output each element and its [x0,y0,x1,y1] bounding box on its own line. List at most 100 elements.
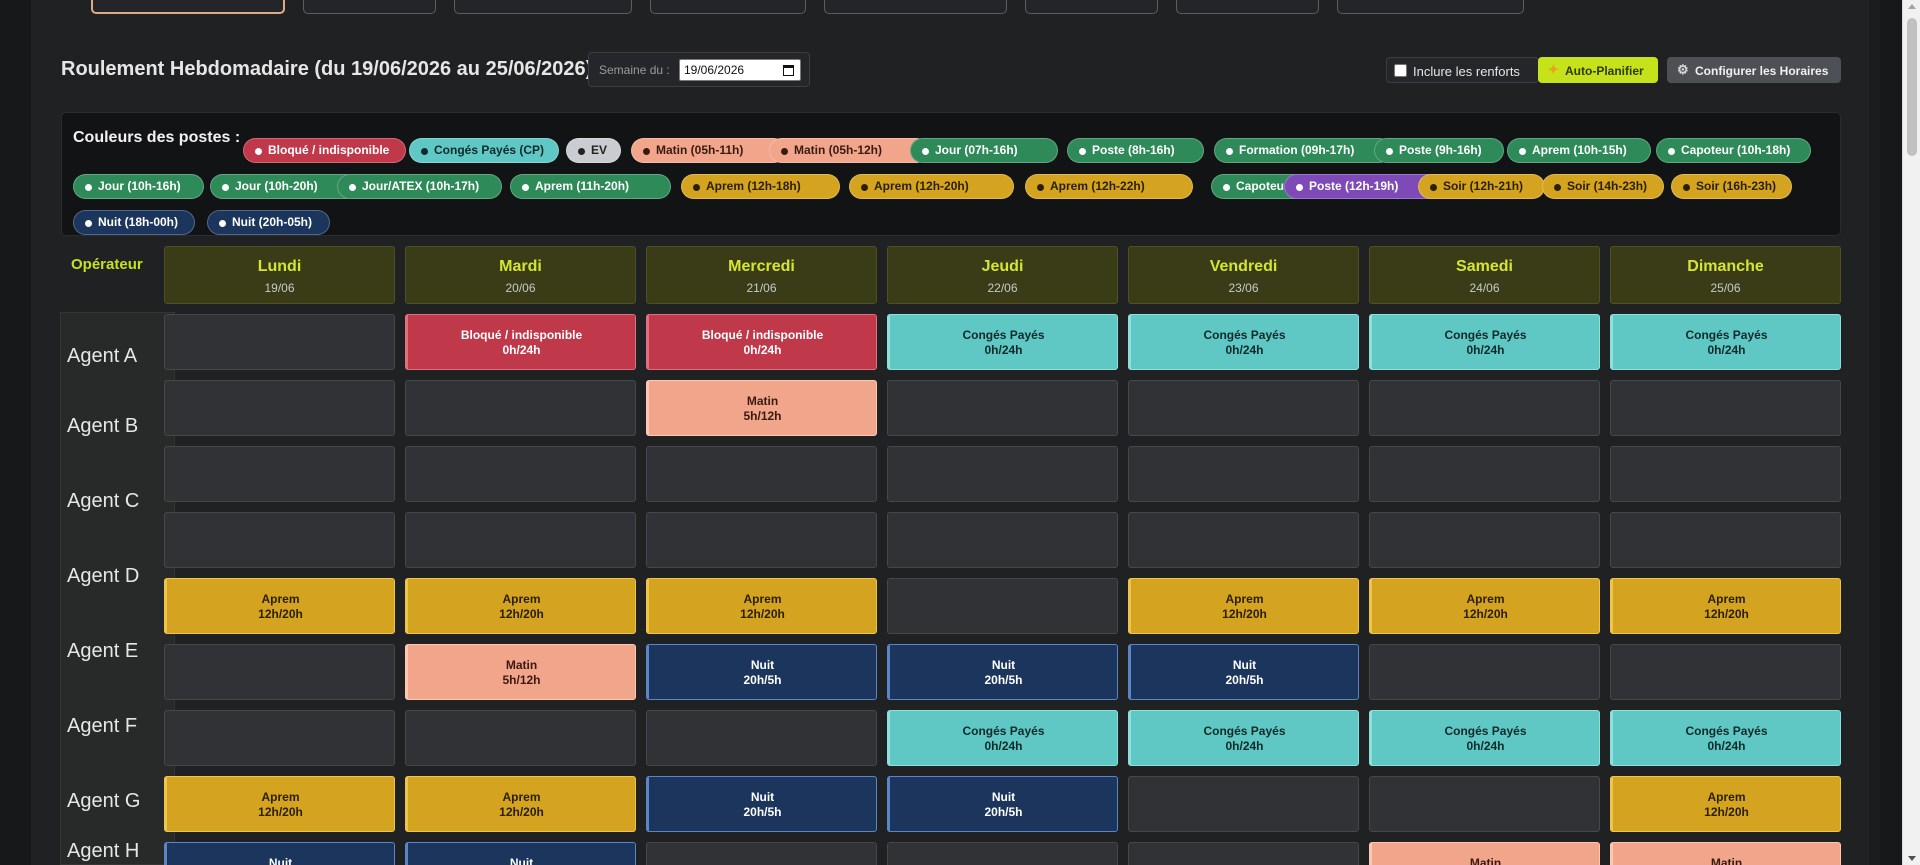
shift-hours: 0h/24h [743,343,782,357]
legend-pill-label: Soir (16h-23h) [1696,179,1777,193]
include-renforts-toggle[interactable]: Inclure les renforts [1386,57,1539,83]
schedule-cell[interactable]: Nuit 20h/5h [646,776,877,832]
schedule-cell[interactable] [1128,446,1359,502]
schedule-cell[interactable] [164,710,395,766]
include-renforts-checkbox[interactable] [1394,64,1407,77]
day-header: Dimanche 25/06 [1610,246,1841,304]
scroll-up-arrow-icon[interactable] [1908,4,1916,9]
schedule-cell[interactable]: Aprem 12h/20h [646,578,877,634]
day-date: 22/06 [987,281,1018,295]
calendar-icon[interactable] [783,65,794,76]
scroll-down-arrow-icon[interactable] [1908,856,1916,861]
legend-pill: Nuit (18h-00h) [73,210,195,235]
schedule-cell[interactable] [1369,380,1600,436]
schedule-cell[interactable] [887,578,1118,634]
legend-pill-label: Formation (09h-17h) [1239,143,1355,157]
top-field-8[interactable] [1337,0,1524,14]
vertical-scrollbar[interactable] [1902,0,1920,865]
legend-pill-label: Aprem (12h-18h) [706,179,801,193]
top-field-1[interactable] [91,0,285,14]
schedule-cell[interactable] [164,380,395,436]
schedule-cell[interactable] [1610,446,1841,502]
schedule-cell[interactable]: Congés Payés 0h/24h [1128,710,1359,766]
schedule-cell[interactable] [646,842,877,865]
schedule-cell[interactable] [1610,644,1841,700]
schedule-cell[interactable] [646,446,877,502]
schedule-cell[interactable] [887,512,1118,568]
schedule-cell[interactable]: Matin [1610,842,1841,865]
day-name: Dimanche [1687,258,1764,275]
week-label: Semaine du : [599,63,670,77]
schedule-cell[interactable]: Aprem 12h/20h [405,578,636,634]
top-field-3[interactable] [454,0,632,14]
schedule-cell[interactable] [164,446,395,502]
schedule-cell[interactable] [1128,776,1359,832]
legend-pill: Soir (12h-21h) [1418,174,1545,199]
schedule-cell[interactable]: Aprem 12h/20h [1128,578,1359,634]
schedule-cell[interactable] [164,314,395,370]
schedule-cell[interactable] [1369,512,1600,568]
schedule-cell[interactable]: Congés Payés 0h/24h [1610,314,1841,370]
schedule-cell[interactable] [1369,776,1600,832]
schedule-cell[interactable] [405,512,636,568]
schedule-cell[interactable] [1128,842,1359,865]
schedule-cell[interactable]: Congés Payés 0h/24h [1369,314,1600,370]
gear-icon: ⚙ [1677,62,1689,77]
schedule-cell[interactable] [1128,380,1359,436]
schedule-cell[interactable]: Matin 5h/12h [646,380,877,436]
schedule-cell[interactable]: Congés Payés 0h/24h [1610,710,1841,766]
schedule-cell[interactable] [1610,380,1841,436]
scroll-thumb[interactable] [1907,18,1917,156]
top-field-2[interactable] [303,0,436,14]
schedule-cell[interactable]: Aprem 12h/20h [1610,578,1841,634]
schedule-cell[interactable] [164,512,395,568]
schedule-cell[interactable] [887,842,1118,865]
schedule-cell[interactable]: Nuit 20h/5h [887,644,1118,700]
shift-name: Nuit [509,856,534,865]
week-date-input[interactable]: 19/06/2026 [679,59,801,81]
schedule-cell[interactable]: Nuit 20h/5h [1128,644,1359,700]
schedule-cell[interactable] [887,446,1118,502]
schedule-cell[interactable] [405,446,636,502]
schedule-cell[interactable] [1369,644,1600,700]
schedule-cell[interactable]: Nuit 20h/5h [887,776,1118,832]
schedule-cell[interactable]: Aprem 12h/20h [164,578,395,634]
schedule-cell[interactable] [646,512,877,568]
schedule-cell[interactable] [1610,512,1841,568]
schedule-cell[interactable]: Bloqué / indisponible 0h/24h [646,314,877,370]
schedule-cell[interactable] [1369,446,1600,502]
schedule-cell[interactable]: Aprem 12h/20h [405,776,636,832]
agent-name: Agent A [67,345,138,367]
schedule-cell[interactable]: Nuit [164,842,395,865]
schedule-cell[interactable]: Matin [1369,842,1600,865]
schedule-cell[interactable] [646,710,877,766]
auto-plan-button[interactable]: ✦ Auto-Planifier [1538,57,1658,83]
configure-hours-button[interactable]: ⚙ Configurer les Horaires [1667,57,1841,83]
schedule-cell[interactable] [1128,512,1359,568]
legend-pill: Poste (9h-16h) [1374,138,1504,163]
schedule-cell[interactable] [887,380,1118,436]
configure-hours-label: Configurer les Horaires [1695,64,1829,78]
schedule-cell[interactable]: Nuit 20h/5h [646,644,877,700]
schedule-cell[interactable]: Congés Payés 0h/24h [887,710,1118,766]
shift-name: Congés Payés [1444,724,1527,738]
schedule-cell[interactable]: Aprem 12h/20h [1610,776,1841,832]
schedule-cell[interactable] [405,380,636,436]
agent-column [60,312,175,865]
top-field-7[interactable] [1176,0,1319,14]
top-field-4[interactable] [650,0,806,14]
shift-hours: 12h/20h [499,607,544,621]
top-field-6[interactable] [1025,0,1158,14]
schedule-cell[interactable]: Nuit [405,842,636,865]
shift-hours: 12h/20h [1704,607,1749,621]
schedule-cell[interactable] [164,644,395,700]
schedule-cell[interactable]: Congés Payés 0h/24h [1128,314,1359,370]
top-field-5[interactable] [824,0,1007,14]
schedule-cell[interactable]: Bloqué / indisponible 0h/24h [405,314,636,370]
schedule-cell[interactable]: Matin 5h/12h [405,644,636,700]
schedule-cell[interactable]: Aprem 12h/20h [1369,578,1600,634]
schedule-cell[interactable]: Aprem 12h/20h [164,776,395,832]
schedule-cell[interactable] [405,710,636,766]
schedule-cell[interactable]: Congés Payés 0h/24h [1369,710,1600,766]
schedule-cell[interactable]: Congés Payés 0h/24h [887,314,1118,370]
